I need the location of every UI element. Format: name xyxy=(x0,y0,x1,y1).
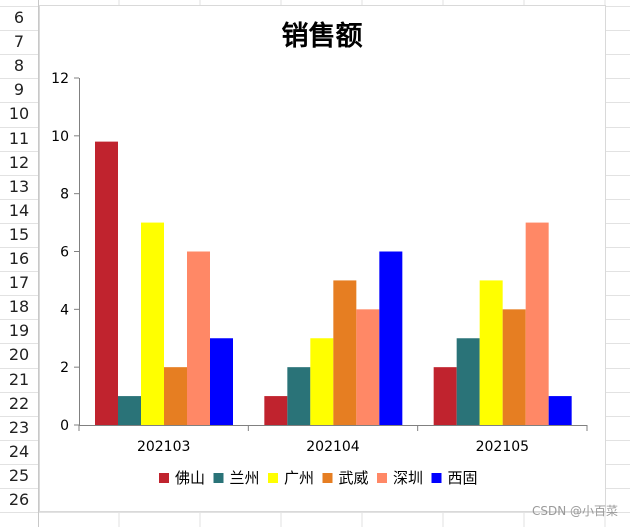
row-number[interactable]: 15 xyxy=(8,225,30,244)
bar[interactable] xyxy=(356,309,380,425)
row-number[interactable]: 6 xyxy=(13,8,25,27)
row-number[interactable]: 17 xyxy=(8,273,30,292)
row-number[interactable]: 22 xyxy=(8,394,30,413)
chart-title: 销售额 xyxy=(282,20,363,52)
row-number[interactable]: 21 xyxy=(8,370,30,389)
legend: 佛山 兰州 广州 武威 深圳 西固 xyxy=(159,469,478,487)
legend-swatch xyxy=(322,473,333,483)
legend-label: 武威 xyxy=(339,469,369,487)
row-number[interactable]: 18 xyxy=(8,297,30,316)
y-tick-label: 12 xyxy=(51,71,69,87)
legend-item[interactable]: 佛山 xyxy=(159,469,205,487)
legend-item[interactable]: 深圳 xyxy=(377,469,423,487)
watermark: CSDN @小百菜 xyxy=(531,504,618,518)
bar[interactable] xyxy=(433,367,457,425)
legend-label: 西固 xyxy=(448,469,478,487)
row-number[interactable]: 13 xyxy=(8,177,30,196)
y-axis: 0 2 4 6 8 10 12 xyxy=(51,71,80,434)
bar[interactable] xyxy=(95,141,118,425)
legend-swatch xyxy=(213,473,224,483)
y-tick-label: 4 xyxy=(60,302,69,318)
bar[interactable] xyxy=(379,251,403,426)
bar[interactable] xyxy=(525,222,549,425)
bar[interactable] xyxy=(502,309,526,425)
row-number[interactable]: 10 xyxy=(8,104,30,123)
row-number[interactable]: 9 xyxy=(13,80,25,99)
bar[interactable] xyxy=(310,338,334,425)
legend-swatch xyxy=(431,473,442,483)
row-number[interactable]: 20 xyxy=(8,345,30,364)
bar[interactable] xyxy=(187,251,210,426)
row-number[interactable]: 24 xyxy=(8,442,30,461)
bar[interactable] xyxy=(264,396,288,425)
legend-item[interactable]: 西固 xyxy=(431,469,478,487)
y-tick-label: 0 xyxy=(60,418,69,434)
chart-area[interactable] xyxy=(39,5,606,512)
bar[interactable] xyxy=(548,396,572,425)
row-number[interactable]: 16 xyxy=(8,249,30,268)
legend-swatch xyxy=(377,473,387,483)
x-tick-label: 202104 xyxy=(306,439,360,455)
legend-label: 佛山 xyxy=(175,469,205,487)
x-tick-label: 202105 xyxy=(476,439,529,455)
y-tick-label: 6 xyxy=(60,245,69,261)
y-tick-label: 8 xyxy=(60,187,69,203)
bar-chart: 销售额 0 2 4 6 8 10 12 202103 202104 202105 佛山 兰州 广州 武… xyxy=(39,5,606,512)
row-number[interactable]: 11 xyxy=(8,129,30,148)
row-number[interactable]: 7 xyxy=(13,32,25,51)
x-axis: 202103 202104 202105 xyxy=(78,425,588,455)
row-number[interactable]: 26 xyxy=(8,490,30,509)
legend-item[interactable]: 武威 xyxy=(322,469,369,487)
row-number[interactable]: 19 xyxy=(8,321,30,340)
bar[interactable] xyxy=(333,280,357,425)
row-number[interactable]: 12 xyxy=(8,153,30,172)
row-number[interactable]: 23 xyxy=(8,418,30,437)
legend-swatch xyxy=(159,473,169,483)
legend-label: 兰州 xyxy=(230,469,260,487)
legend-swatch xyxy=(268,473,278,483)
legend-item[interactable]: 广州 xyxy=(268,469,314,487)
bar[interactable] xyxy=(118,396,141,425)
bar[interactable] xyxy=(479,280,503,425)
legend-item[interactable]: 兰州 xyxy=(213,469,260,487)
bar-series xyxy=(95,141,572,426)
row-number[interactable]: 14 xyxy=(8,201,30,220)
y-tick-label: 10 xyxy=(51,129,69,145)
row-number[interactable]: 25 xyxy=(8,466,30,485)
row-number[interactable]: 8 xyxy=(13,56,25,75)
bar[interactable] xyxy=(456,338,480,425)
y-tick-label: 2 xyxy=(60,360,69,376)
bar[interactable] xyxy=(164,367,187,425)
legend-label: 深圳 xyxy=(393,469,423,487)
legend-label: 广州 xyxy=(284,469,314,487)
x-tick-label: 202103 xyxy=(137,439,190,455)
bar[interactable] xyxy=(287,367,311,425)
bar[interactable] xyxy=(210,338,233,425)
row-headers: 6 7 8 9 10 11 12 13 14 15 16 17 18 19 20 21 22 23 24 25 26 xyxy=(0,0,39,527)
bar[interactable] xyxy=(141,222,164,425)
